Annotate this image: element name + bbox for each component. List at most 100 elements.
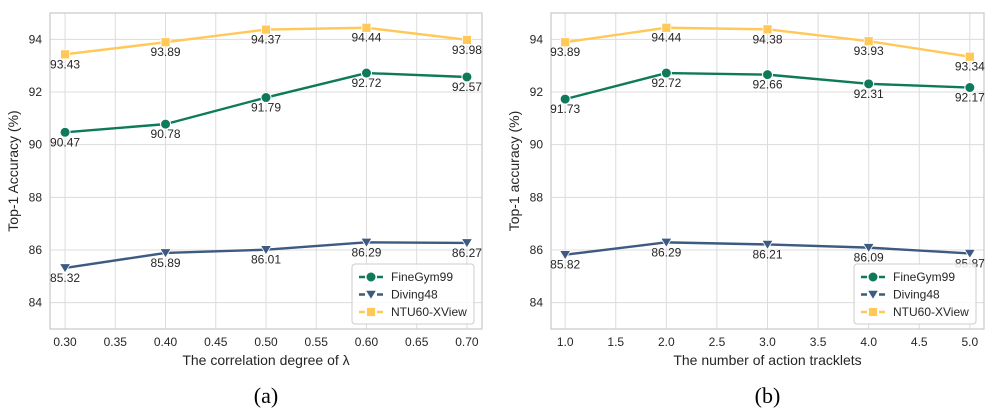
data-label: 91.79	[251, 101, 281, 115]
y-tick-label: 90	[29, 138, 43, 152]
legend-marker-finegym99	[867, 271, 879, 283]
x-tick-label: 2.0	[658, 335, 675, 349]
data-label: 92.17	[955, 91, 985, 105]
x-tick-label: 1.5	[607, 335, 624, 349]
plot-frame	[550, 12, 985, 330]
data-label: 94.44	[651, 31, 681, 45]
y-axis-label: Top-1 Accuracy (%)	[5, 110, 21, 231]
y-tick-label: 84	[530, 296, 544, 310]
x-axis-label: The correlation degree of λ	[182, 352, 349, 368]
legend-label: Diving48	[391, 288, 438, 302]
legend: FineGym99 Diving48 NTU60-XView	[351, 263, 475, 325]
x-axis-label: The number of action tracklets	[673, 352, 861, 368]
data-point-diving48	[862, 243, 875, 254]
legend-marker-ntu60-xview	[868, 307, 878, 317]
data-point-finegym99	[762, 69, 773, 81]
sub-caption: (b)	[755, 383, 781, 408]
data-label: 92.72	[651, 76, 681, 90]
y-tick-label: 94	[530, 32, 544, 46]
y-axis-label: Top-1 accuracy (%)	[506, 111, 522, 232]
data-label: 90.47	[50, 135, 80, 149]
x-tick-label: 0.40	[154, 335, 178, 349]
data-point-finegym99	[160, 118, 172, 130]
x-tick-label: 0.35	[104, 335, 128, 349]
y-tick-label: 94	[29, 32, 43, 46]
y-tick-label: 86	[29, 243, 43, 257]
data-point-finegym99	[59, 126, 71, 138]
data-point-ntu60-xview	[964, 51, 975, 62]
data-label: 86.29	[351, 245, 381, 259]
data-point-ntu60-xview	[863, 36, 874, 47]
legend-label: NTU60-XView	[391, 305, 467, 319]
data-label: 86.09	[854, 251, 884, 265]
data-point-ntu60-xview	[462, 34, 472, 45]
data-label: 94.44	[351, 31, 381, 45]
data-point-diving48	[360, 237, 373, 249]
x-tick-label: 0.70	[455, 335, 479, 349]
data-point-diving48	[460, 238, 474, 249]
x-tick-label: 1.0	[557, 335, 574, 349]
data-point-diving48	[259, 245, 273, 256]
chart-panel-b: 1.0 1.5 2.0 2.5 3.0 3.5 4.0 4.5 5.0 84 86 88 90 92 94 T…	[506, 12, 985, 408]
data-label: 85.32	[50, 271, 80, 285]
plot-frame	[49, 12, 483, 330]
x-tick-label: 4.5	[911, 335, 928, 349]
y-tick-label: 92	[29, 85, 43, 99]
data-point-finegym99	[461, 71, 473, 83]
data-label: 85.89	[151, 256, 181, 270]
data-label: 94.38	[752, 32, 782, 46]
x-tick-label: 0.65	[405, 335, 429, 349]
y-tick-label: 88	[530, 190, 544, 204]
chart-panel-a: 0.30 0.35 0.40 0.45 0.50 0.55 0.60 0.65 0.70 84 86…	[5, 12, 483, 408]
legend-marker-ntu60-xview	[366, 307, 376, 317]
data-label: 93.89	[151, 45, 181, 59]
data-point-diving48	[558, 250, 572, 261]
data-point-finegym99	[964, 82, 976, 94]
data-label: 93.89	[550, 45, 580, 59]
data-point-finegym99	[863, 78, 875, 90]
data-point-diving48	[761, 239, 774, 251]
legend-label: FineGym99	[893, 270, 955, 284]
data-point-ntu60-xview	[661, 22, 672, 33]
y-tick-label: 88	[29, 190, 43, 204]
data-point-ntu60-xview	[560, 37, 571, 48]
data-label: 93.93	[854, 44, 884, 58]
data-label: 92.66	[752, 78, 782, 92]
data-point-finegym99	[559, 93, 571, 105]
y-tick-label: 84	[29, 296, 43, 310]
legend-marker-finegym99	[365, 271, 377, 283]
data-label: 91.73	[550, 102, 580, 116]
x-tick-label: 3.0	[759, 335, 776, 349]
data-label: 93.34	[955, 60, 985, 74]
legend-box	[351, 263, 475, 325]
x-tick-label: 5.0	[961, 335, 978, 349]
data-point-ntu60-xview	[762, 24, 773, 35]
data-label: 86.29	[651, 245, 681, 259]
data-label: 93.43	[50, 57, 80, 71]
data-point-finegym99	[660, 67, 672, 79]
legend-marker-diving48	[866, 289, 880, 301]
data-label: 86.21	[752, 247, 782, 261]
data-label: 86.27	[452, 246, 482, 260]
data-point-finegym99	[360, 67, 372, 79]
data-label: 92.31	[854, 87, 884, 101]
y-tick-label: 92	[530, 85, 544, 99]
x-tick-label: 0.50	[254, 335, 278, 349]
data-point-diving48	[660, 237, 673, 249]
data-point-diving48	[159, 248, 172, 259]
x-tick-label: 4.0	[860, 335, 877, 349]
y-tick-label: 86	[530, 243, 544, 257]
data-label: 90.78	[151, 127, 181, 141]
legend-label: NTU60-XView	[893, 305, 969, 319]
y-tick-label: 90	[530, 138, 544, 152]
data-point-ntu60-xview	[160, 37, 171, 48]
data-point-diving48	[963, 248, 977, 260]
legend-label: FineGym99	[391, 270, 453, 284]
legend-box	[853, 263, 977, 325]
data-point-ntu60-xview	[261, 24, 271, 35]
data-point-finegym99	[260, 92, 272, 104]
data-label: 94.37	[251, 33, 281, 47]
data-label: 93.98	[452, 43, 482, 57]
x-tick-label: 0.60	[355, 335, 379, 349]
